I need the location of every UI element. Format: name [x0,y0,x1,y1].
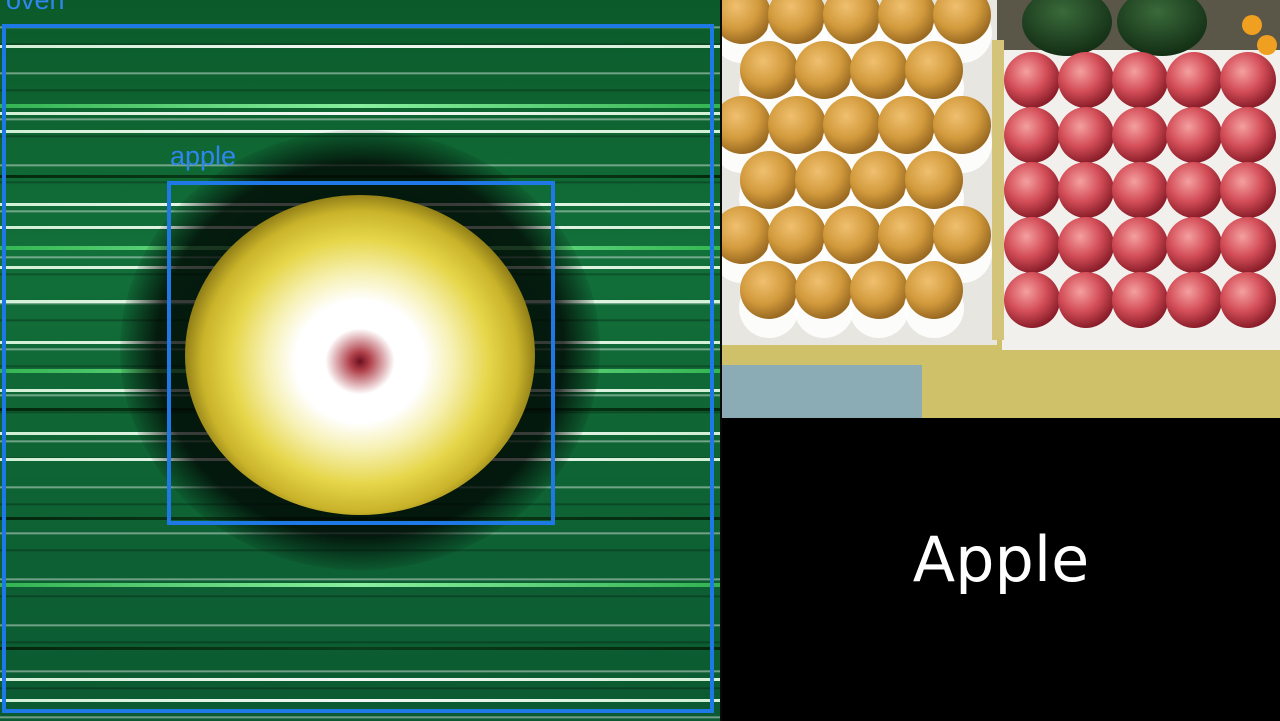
apple [1220,272,1276,328]
pear [905,261,963,319]
pear [850,151,908,209]
apple [1220,52,1276,108]
apple [1166,272,1222,328]
pear [722,206,771,264]
pear [823,0,881,44]
apple [1112,52,1168,108]
detection-box-label: apple [170,141,237,171]
apple [1166,107,1222,163]
caption-text: Apple [912,523,1090,596]
panel-divider [720,0,722,721]
streak-line [0,112,720,115]
pear [740,261,798,319]
pear [823,96,881,154]
outer-detection-box [2,24,714,713]
apple [1220,217,1276,273]
pear [905,151,963,209]
streak-line [0,45,720,48]
pear [850,261,908,319]
outer-box-label: oven [6,0,65,15]
apple [1058,162,1114,218]
apple-detection-box [167,181,555,525]
pear [740,151,798,209]
apple [1004,217,1060,273]
apple [1112,162,1168,218]
fruit-stall-photo [722,0,1280,418]
pear [795,151,853,209]
pear [933,96,991,154]
pear [933,206,991,264]
apple [1058,272,1114,328]
activation-blob [185,195,535,515]
apple [1112,272,1168,328]
pear [768,0,826,44]
pear [740,41,798,99]
pear [850,41,908,99]
apple [1004,162,1060,218]
pear [878,96,936,154]
pear [878,206,936,264]
apple [1166,162,1222,218]
streak-line [0,647,720,650]
pear [722,0,771,44]
apple [1166,217,1222,273]
apple [1004,52,1060,108]
apple [1058,217,1114,273]
pear [768,206,826,264]
apple [1220,107,1276,163]
pear [878,0,936,44]
streak-line [0,104,720,108]
pear [905,41,963,99]
streak-line [0,583,720,587]
streak-line [0,678,720,681]
pear [795,41,853,99]
pear [933,0,991,44]
apple [1166,52,1222,108]
reference-panel: Apple [722,0,1280,721]
apple [1220,162,1276,218]
apple [1004,107,1060,163]
pear [795,261,853,319]
apple [1058,52,1114,108]
apple [1004,272,1060,328]
pear [768,96,826,154]
apple [1112,217,1168,273]
detection-visualization: oven apple [0,0,720,721]
pear [722,96,771,154]
apple [1058,107,1114,163]
streak-line [0,699,720,702]
apple [1112,107,1168,163]
pear [823,206,881,264]
